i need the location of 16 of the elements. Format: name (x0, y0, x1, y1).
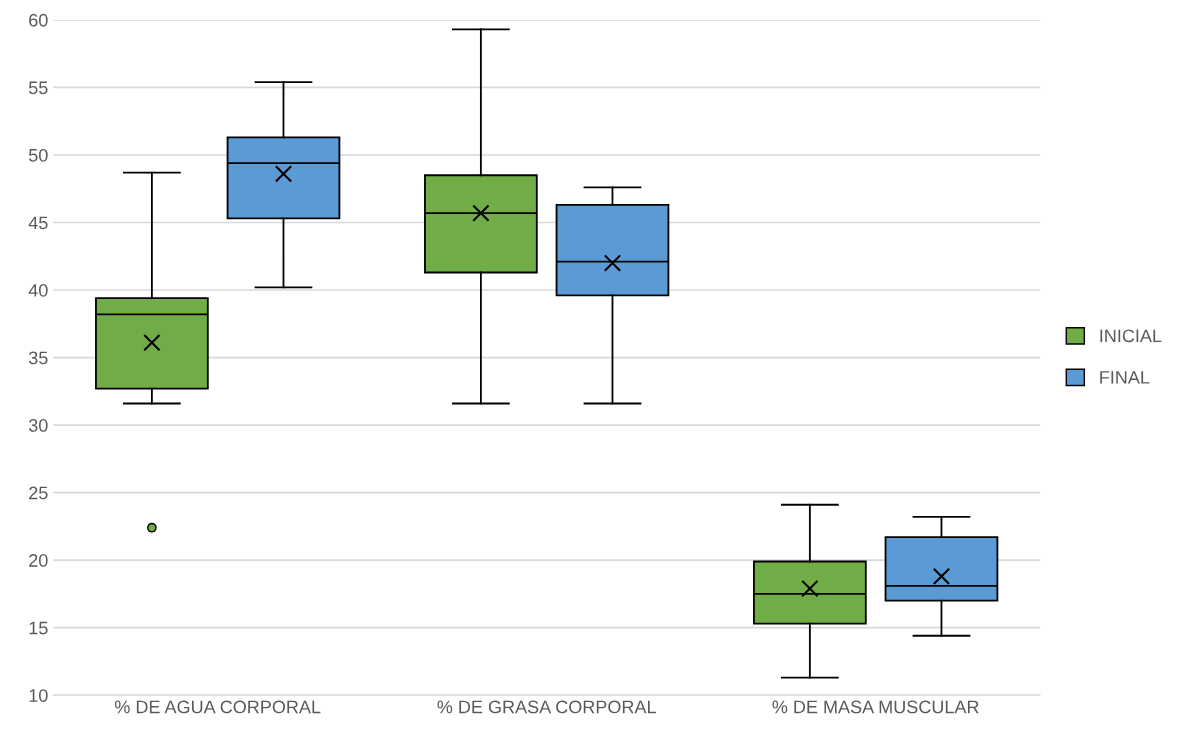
legend-label: FINAL (1100, 371, 1150, 384)
y-tick-label: 60 (29, 13, 48, 27)
y-tick-label: 35 (28, 351, 48, 365)
y-tick-label: 55 (28, 81, 48, 95)
y-tick-label: 45 (28, 216, 48, 230)
y-tick-label: 15 (29, 621, 48, 635)
y-tick-label: 20 (29, 554, 48, 567)
x-tick-label: % DE GRASA CORPORAL (437, 700, 656, 714)
x-tick-label: % DE AGUA CORPORAL (114, 700, 321, 714)
y-tick-label: 10 (29, 689, 48, 702)
y-tick-label: 40 (28, 283, 48, 297)
y-tick-label: 25 (29, 486, 48, 500)
y-tick-label: 30 (28, 419, 48, 432)
y-tick-label: 50 (28, 148, 48, 162)
x-tick-label: % DE MASA MUSCULAR (772, 700, 979, 714)
legend-label: INICIAL (1100, 329, 1162, 343)
